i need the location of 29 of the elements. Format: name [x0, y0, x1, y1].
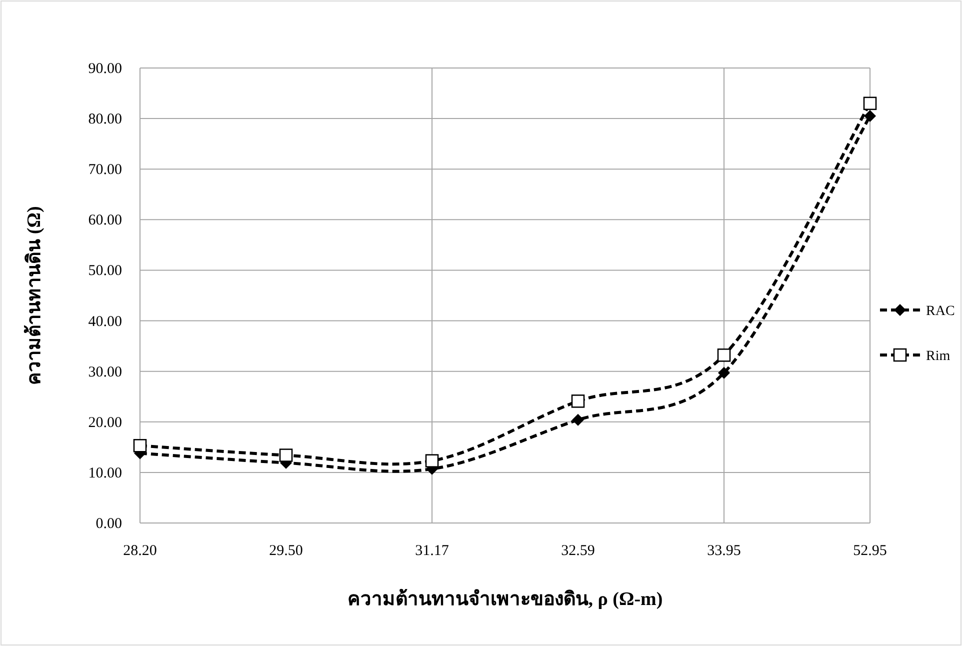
point [717, 348, 731, 362]
point [863, 96, 877, 110]
x-tick-label: 52.95 [853, 543, 887, 559]
x-axis-title: ความต้านทานจำเพาะของดิน, ρ (Ω-m) [347, 588, 663, 610]
point [571, 394, 585, 408]
y-tick-label: 70.00 [88, 162, 122, 178]
y-tick-label: 10.00 [88, 465, 122, 482]
y-tick-label: 90.00 [88, 61, 122, 77]
point [864, 110, 876, 122]
y-tick-label: 60.00 [88, 212, 122, 229]
y-tick-label: 0.00 [96, 516, 122, 532]
y-tick-label: 40.00 [88, 314, 122, 330]
y-tick-label: 20.00 [88, 414, 122, 431]
y-tick-label: 80.00 [88, 112, 122, 128]
y-tick-label: 50.00 [88, 263, 122, 280]
point [425, 454, 439, 468]
point [133, 439, 147, 452]
y-axis-title: ความต้านทานดิน (Ω) [23, 206, 45, 385]
x-tick-label: 29.50 [269, 543, 303, 559]
y-tick-label: 30.00 [88, 364, 122, 380]
point [718, 366, 730, 379]
point [279, 448, 293, 462]
x-tick-label: 33.95 [707, 543, 741, 559]
point [572, 414, 584, 426]
legend-label: Rim [926, 349, 950, 364]
x-tick-label: 32.59 [561, 543, 595, 559]
x-tick-label: 28.20 [123, 543, 157, 559]
legend-label: RAC [926, 304, 955, 319]
x-tick-label: 31.17 [415, 543, 450, 559]
